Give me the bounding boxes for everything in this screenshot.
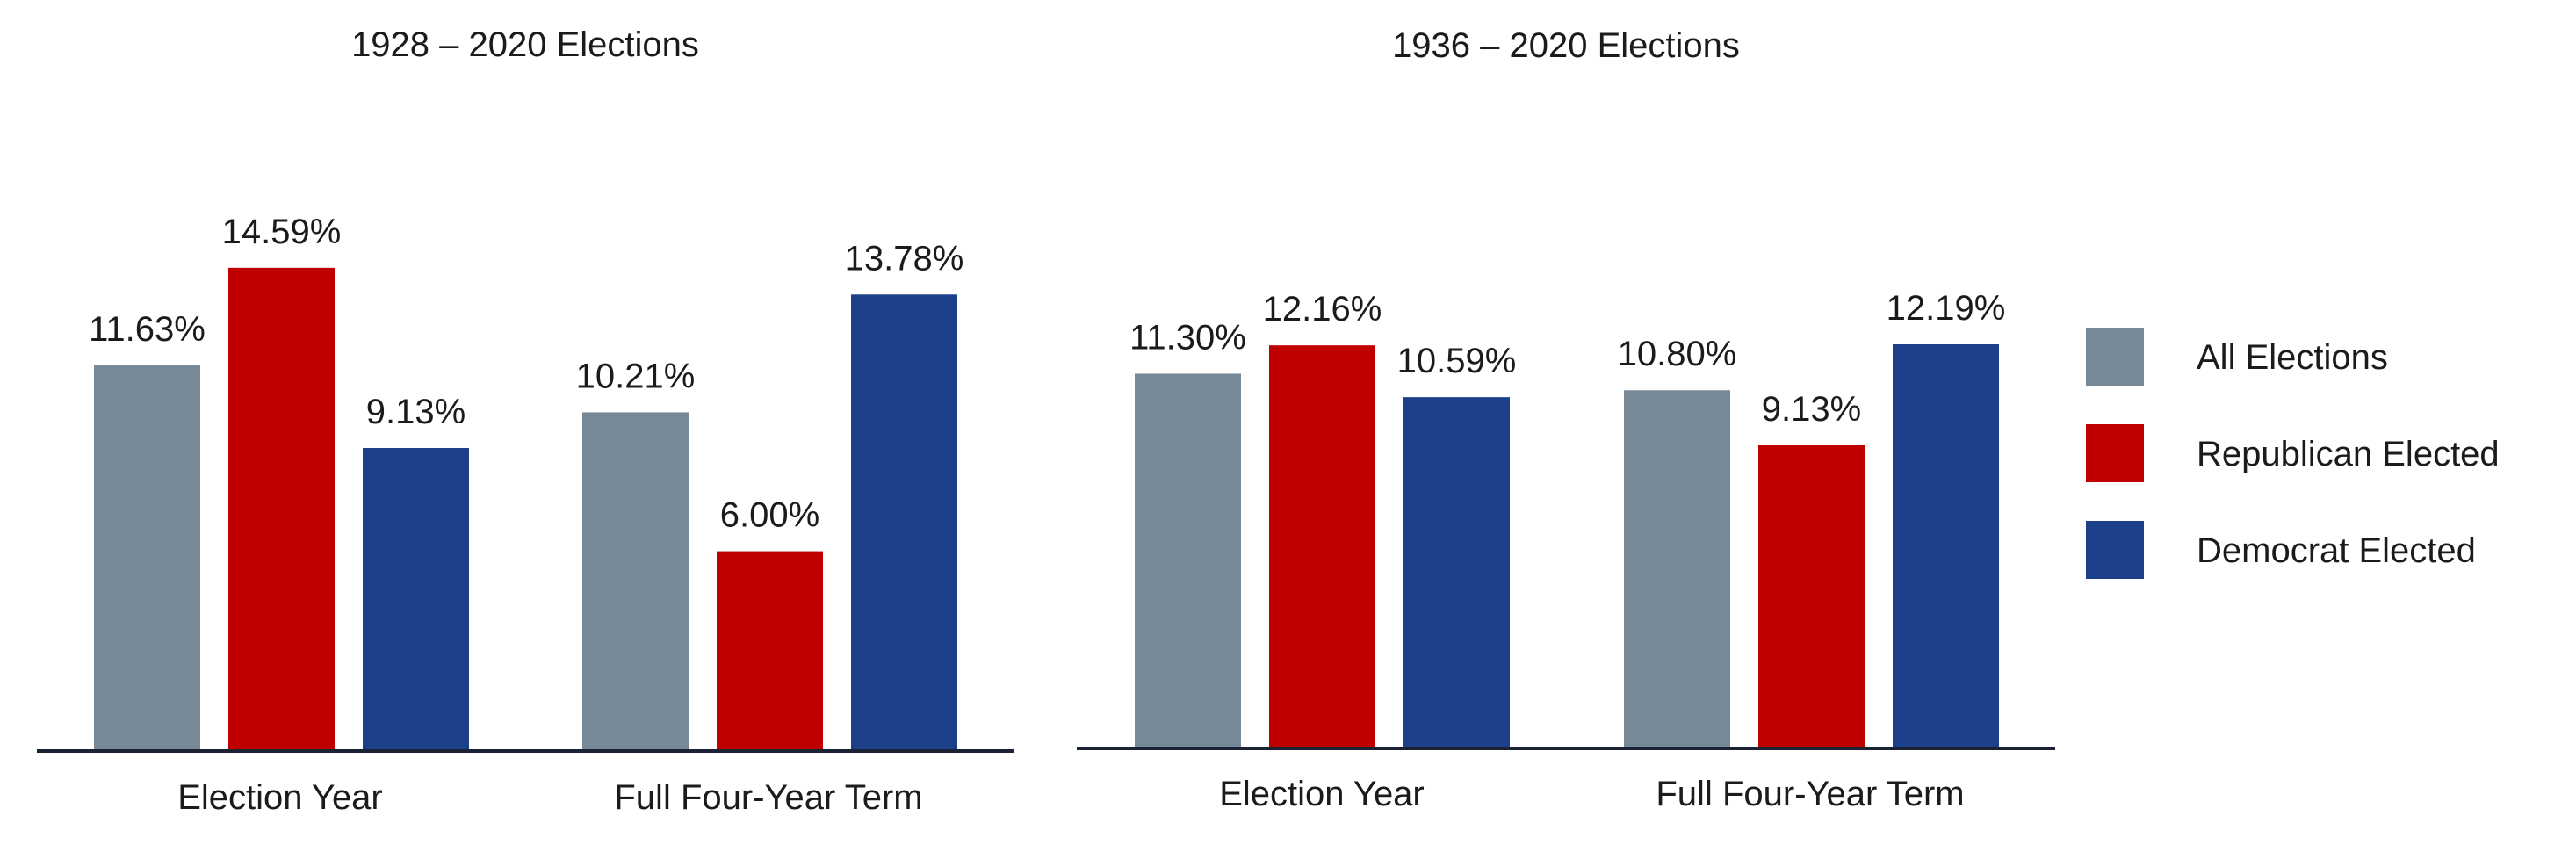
legend-swatch-all-elections [2086, 328, 2144, 386]
bar-group [94, 267, 957, 749]
chart-title: 1936 – 2020 Elections [1392, 26, 1740, 65]
x-tick-label-election-year: Election Year [177, 778, 383, 817]
chart-panel-1936: 1936 – 2020 Elections 11.30% 12.16% 10.59%… [1077, 26, 2055, 813]
value-label-all-elections-full-four-year-term: 10.80% [1618, 335, 1737, 373]
bar-democrat-elected-election-year [1403, 397, 1510, 747]
legend-item-all-elections: All Elections [2086, 328, 2388, 386]
legend-label-all-elections: All Elections [2197, 338, 2388, 377]
bar-all-elections-full-four-year-term [582, 412, 689, 749]
x-tick-label-election-year: Election Year [1219, 775, 1425, 813]
chart-title: 1928 – 2020 Elections [351, 25, 699, 64]
value-label-republican-elected-election-year: 12.16% [1263, 290, 1382, 329]
value-label-all-elections-election-year: 11.30% [1129, 318, 1246, 357]
bar-democrat-elected-full-four-year-term [851, 294, 957, 749]
bar-democrat-elected-full-four-year-term [1893, 344, 1999, 747]
x-tick-label-full-four-year-term: Full Four-Year Term [1656, 775, 1964, 813]
bar-all-elections-election-year [1135, 373, 1241, 747]
value-label-democrat-elected-full-four-year-term: 12.19% [1887, 289, 2006, 328]
x-tick-label-full-four-year-term: Full Four-Year Term [614, 778, 922, 817]
value-label-group: 11.63% 14.59% 9.13% 10.21% 6.00% 13.78% [89, 213, 963, 535]
legend-label-democrat-elected: Democrat Elected [2197, 531, 2476, 570]
value-label-democrat-elected-full-four-year-term: 13.78% [845, 239, 964, 278]
bar-all-elections-full-four-year-term [1624, 390, 1730, 747]
legend-swatch-democrat-elected [2086, 521, 2144, 579]
bar-group [1135, 344, 1999, 747]
chart-panel-1928: 1928 – 2020 Elections 11.63%14.59%9.13%1… [37, 25, 1014, 817]
bar-democrat-elected-election-year [363, 447, 469, 749]
value-label-republican-elected-election-year: 14.59% [222, 213, 342, 251]
value-label-republican-elected-full-four-year-term: 9.13% [1762, 390, 1861, 429]
bar-republican-elected-full-four-year-term [1758, 444, 1865, 747]
bar-all-elections-election-year [94, 365, 200, 749]
legend-label-republican-elected: Republican Elected [2197, 435, 2500, 473]
value-label-democrat-elected-election-year: 9.13% [366, 393, 465, 431]
legend: All Elections Republican Elected Democra… [2086, 328, 2500, 579]
bar-republican-elected-election-year [228, 267, 335, 749]
value-label-all-elections-full-four-year-term: 10.21% [576, 357, 696, 395]
legend-item-republican-elected: Republican Elected [2086, 424, 2500, 482]
legend-swatch-republican-elected [2086, 424, 2144, 482]
value-label-all-elections-election-year: 11.63% [89, 310, 206, 349]
legend-item-democrat-elected: Democrat Elected [2086, 521, 2476, 579]
bar-republican-elected-election-year [1269, 345, 1375, 747]
value-label-democrat-elected-election-year: 10.59% [1397, 342, 1517, 380]
value-label-group: 11.30% 12.16% 10.59% 10.80% 9.13% 12.19% [1129, 289, 2005, 429]
bar-republican-elected-full-four-year-term [717, 551, 823, 749]
value-label-republican-elected-full-four-year-term: 6.00% [720, 496, 819, 535]
